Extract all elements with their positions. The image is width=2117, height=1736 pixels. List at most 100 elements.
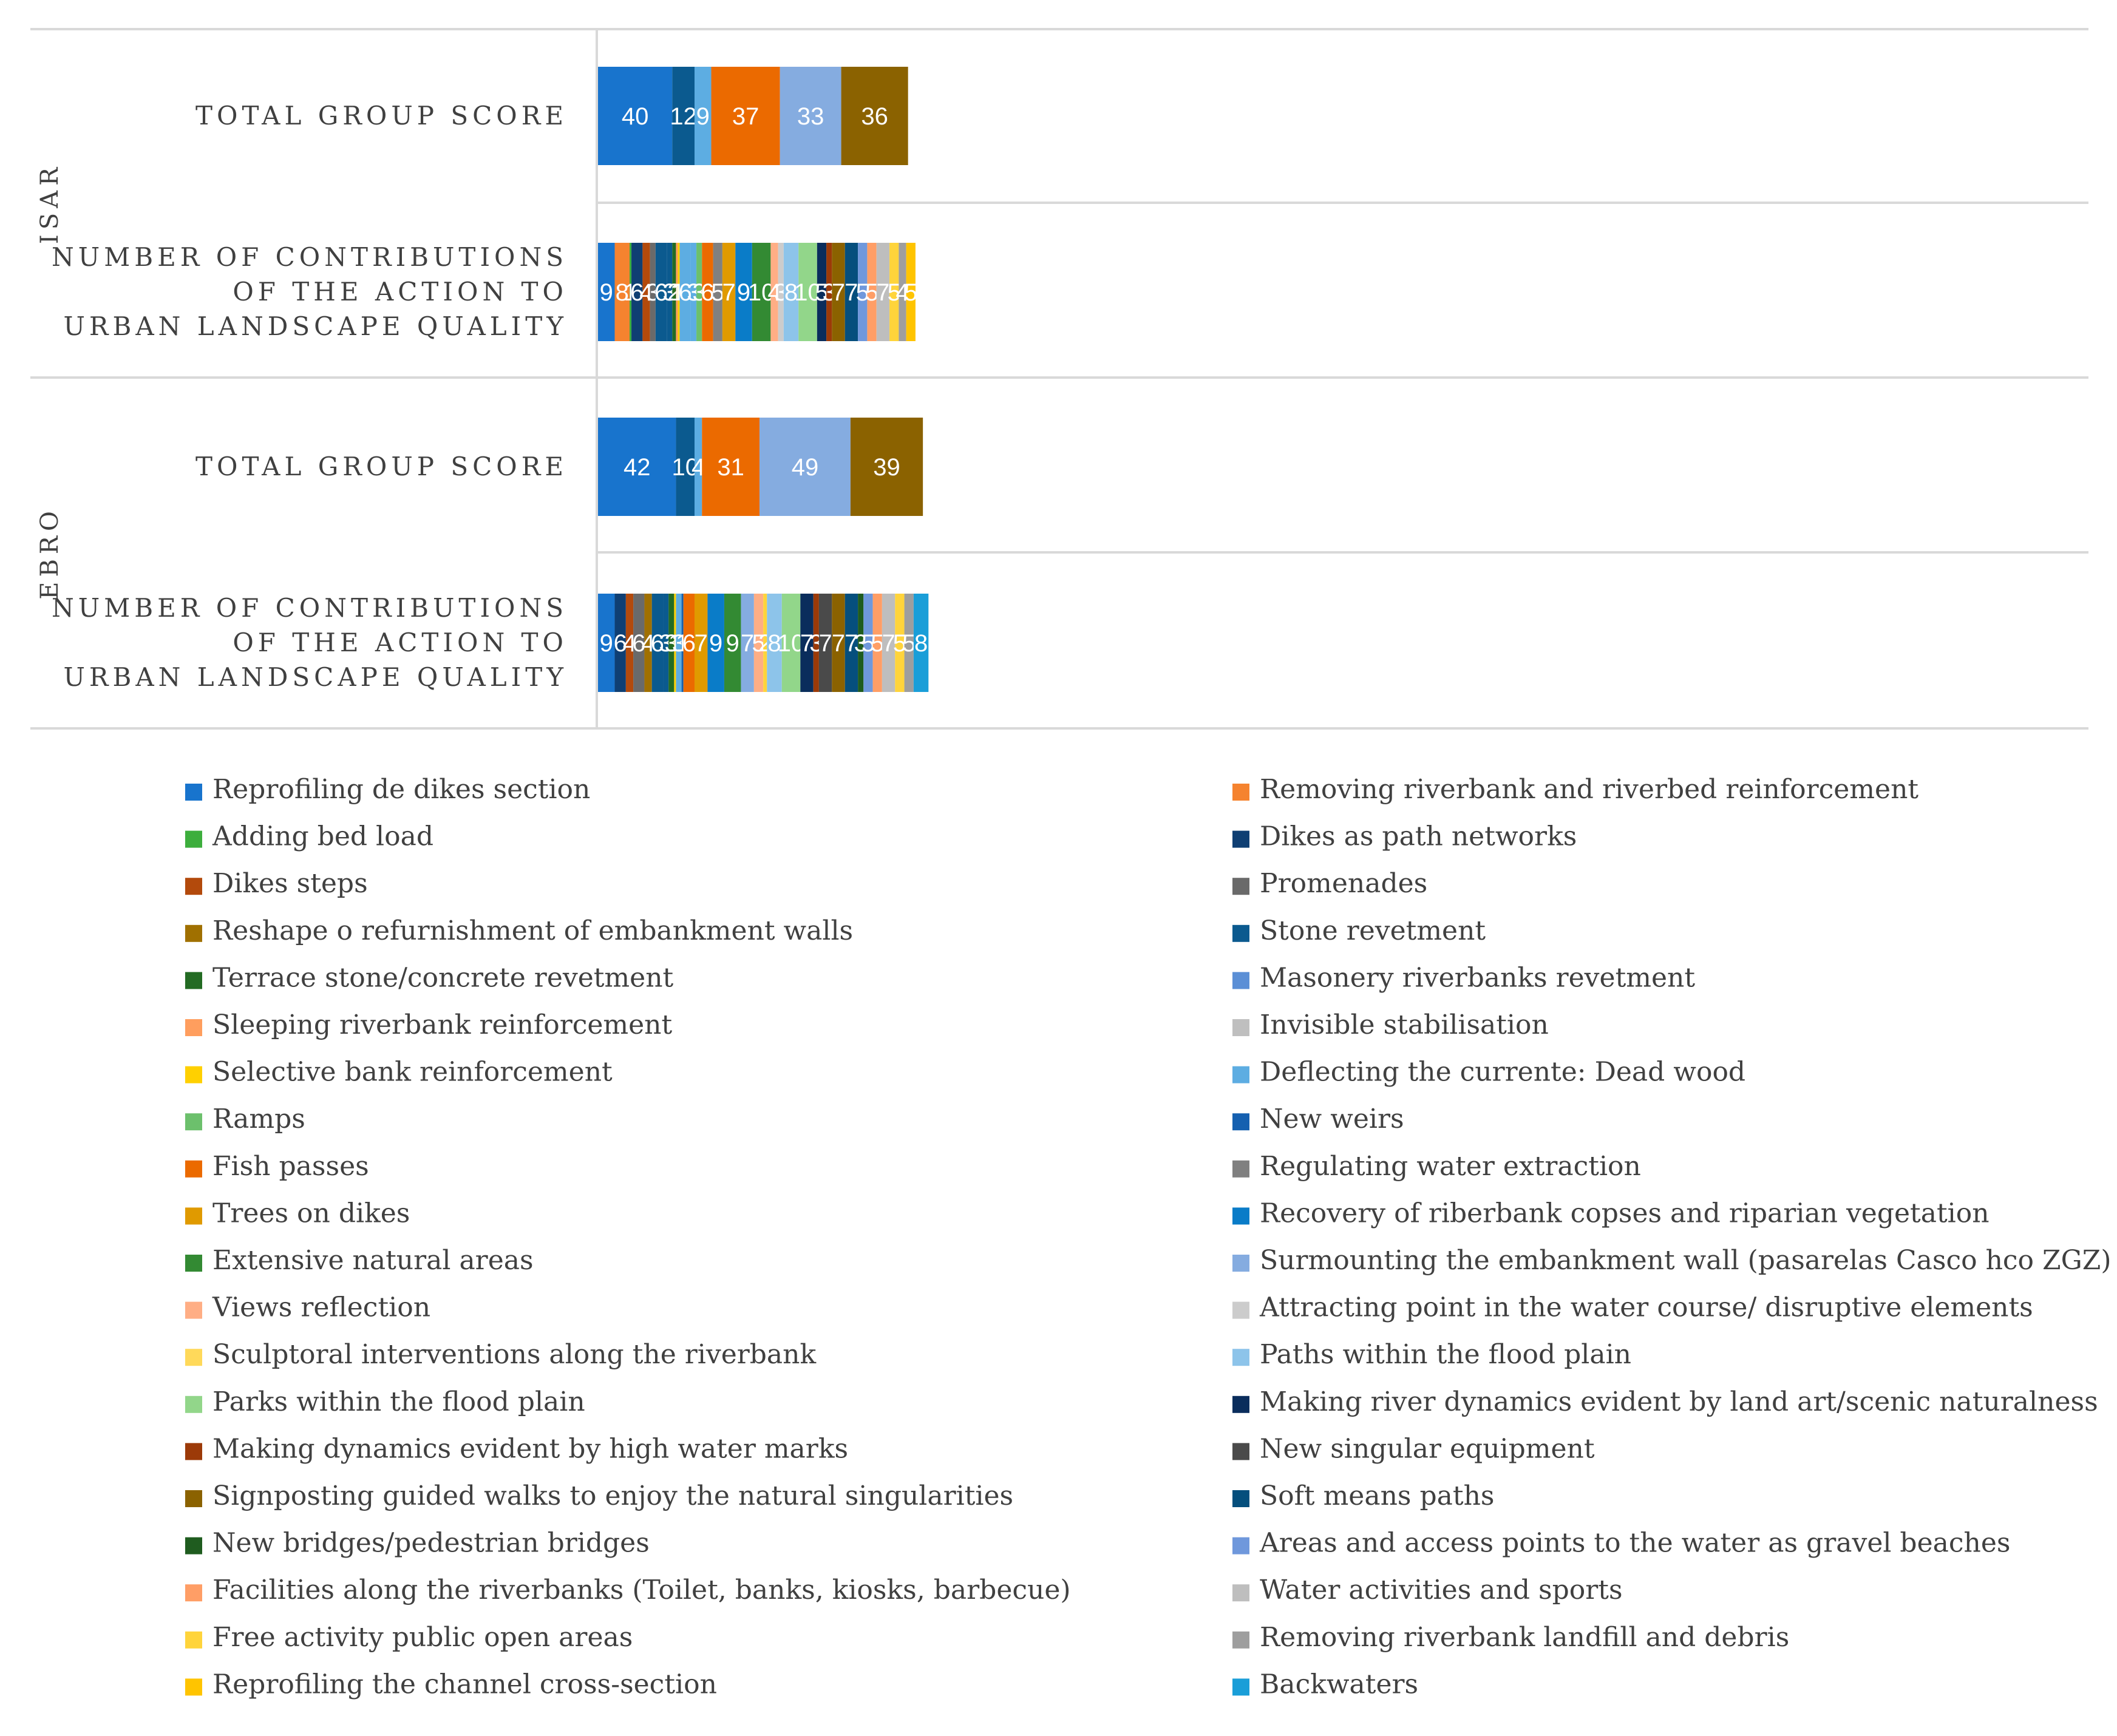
legend-swatch xyxy=(1232,878,1249,895)
legend-label: Signposting guided walks to enjoy the na… xyxy=(212,1480,1013,1511)
segment-value-label: 4 xyxy=(639,279,653,306)
bar-segment xyxy=(781,594,801,692)
legend-label: Fish passes xyxy=(212,1151,369,1182)
legend-label: Dikes steps xyxy=(212,868,368,899)
bar-segment xyxy=(663,594,669,692)
bar-segment xyxy=(832,594,845,692)
legend-label: Removing riverbank and riverbed reinforc… xyxy=(1260,774,1918,805)
legend-swatch xyxy=(185,830,202,848)
segment-value-label: 10 xyxy=(671,454,699,481)
segment-value-label: 39 xyxy=(873,454,900,481)
bar-segment xyxy=(858,594,864,692)
segment-value-label: 5 xyxy=(856,279,869,306)
segment-value-label: 7 xyxy=(844,630,858,657)
bar-segment xyxy=(841,67,908,165)
bar-segment xyxy=(702,418,760,516)
segment-value-label: 10 xyxy=(778,630,805,657)
segment-value-label: 9 xyxy=(600,279,613,306)
segment-value-label: 7 xyxy=(882,630,895,657)
legend-label: New bridges/pedestrian bridges xyxy=(212,1528,650,1559)
legend-label: Surmounting the embankment wall (pasarel… xyxy=(1260,1245,2111,1276)
segment-value-label: 5 xyxy=(904,279,917,306)
category-label: TOTAL GROUP SCORE xyxy=(195,101,568,131)
bar-segment xyxy=(625,594,634,692)
segment-value-label: 7 xyxy=(722,279,735,306)
legend-label: Free activity public open areas xyxy=(212,1622,633,1653)
bar-segment xyxy=(598,243,615,341)
bar-segment xyxy=(672,67,695,165)
legend-swatch xyxy=(185,1395,202,1413)
legend-swatch xyxy=(185,1631,202,1649)
legend-label: Soft means paths xyxy=(1260,1480,1494,1511)
legend-swatch xyxy=(1232,1678,1249,1696)
legend-label: Regulating water extraction xyxy=(1260,1151,1641,1182)
legend-label: Sleeping riverbank reinforcement xyxy=(212,1009,673,1040)
segment-value-label: 8 xyxy=(914,630,928,657)
bar-segment xyxy=(690,243,697,341)
segment-value-label: 9 xyxy=(600,630,613,657)
bar-segment xyxy=(695,67,712,165)
legend-label: Invisible stabilisation xyxy=(1260,1009,1549,1040)
legend-label: Making dynamics evident by high water ma… xyxy=(212,1433,848,1464)
segment-value-label: 31 xyxy=(717,454,744,481)
bar-segment xyxy=(767,594,782,692)
bar-segment xyxy=(683,594,695,692)
bar-segment xyxy=(817,243,827,341)
segment-value-label: 5 xyxy=(865,279,878,306)
segment-value-label: 7 xyxy=(876,279,889,306)
bar-segment xyxy=(863,594,873,692)
segment-value-label: 10 xyxy=(748,279,775,306)
bar-segment xyxy=(780,67,841,165)
segment-value-label: 5 xyxy=(752,630,765,657)
legend-swatch xyxy=(185,1066,202,1083)
legend-label: Areas and access points to the water as … xyxy=(1259,1528,2010,1559)
bar-segment xyxy=(644,594,652,692)
bar-segment xyxy=(676,418,695,516)
legend-swatch xyxy=(1232,1066,1249,1083)
segment-value-label: 5 xyxy=(815,279,828,306)
segment-value-label: 6 xyxy=(679,279,692,306)
segment-value-label: 9 xyxy=(737,279,750,306)
legend-label: Views reflection xyxy=(212,1292,430,1323)
segment-value-label: 7 xyxy=(800,630,814,657)
segment-value-label: 37 xyxy=(732,103,759,130)
bar-segment xyxy=(651,594,664,692)
bar-segment xyxy=(598,594,615,692)
legend-swatch xyxy=(1232,1160,1249,1178)
bar-segment xyxy=(713,243,722,341)
legend-swatch xyxy=(1232,924,1249,942)
bar-segment xyxy=(679,243,691,341)
bar-segment xyxy=(741,594,754,692)
segment-value-label: 49 xyxy=(792,454,819,481)
bar-segment xyxy=(778,243,784,341)
segment-value-label: 9 xyxy=(709,630,722,657)
bar-segment xyxy=(631,243,643,341)
bar-segment xyxy=(667,243,673,341)
segment-value-label: 6 xyxy=(682,630,696,657)
segment-value-label: 4 xyxy=(641,630,654,657)
category-label: OF THE ACTION TO xyxy=(233,277,568,307)
bar-segment xyxy=(783,243,799,341)
bar-segment xyxy=(672,243,676,341)
legend-label: Facilities along the riverbanks (Toilet,… xyxy=(212,1575,1071,1605)
bar-segment xyxy=(707,594,724,692)
bar-segment xyxy=(676,594,682,692)
legend-swatch xyxy=(185,1113,202,1131)
segment-value-label: 8 xyxy=(784,279,798,306)
segment-value-label: 8 xyxy=(616,279,629,306)
segment-value-label: 5 xyxy=(871,630,884,657)
segment-value-label: 40 xyxy=(622,103,649,130)
segment-value-label: 4 xyxy=(767,279,781,306)
segment-value-label: 6 xyxy=(614,630,627,657)
segment-value-label: 6 xyxy=(630,279,644,306)
legend-label: New weirs xyxy=(1260,1104,1404,1134)
bar-segment xyxy=(614,594,626,692)
bar-segment xyxy=(844,594,858,692)
legend-swatch xyxy=(1232,1019,1249,1036)
segment-value-label: 7 xyxy=(695,630,708,657)
bar-segment xyxy=(895,594,905,692)
legend-label: Backwaters xyxy=(1260,1669,1418,1700)
bar-segment xyxy=(889,243,899,341)
category-label: NUMBER OF CONTRIBUTIONS xyxy=(52,593,568,623)
legend-swatch xyxy=(1232,1207,1249,1225)
